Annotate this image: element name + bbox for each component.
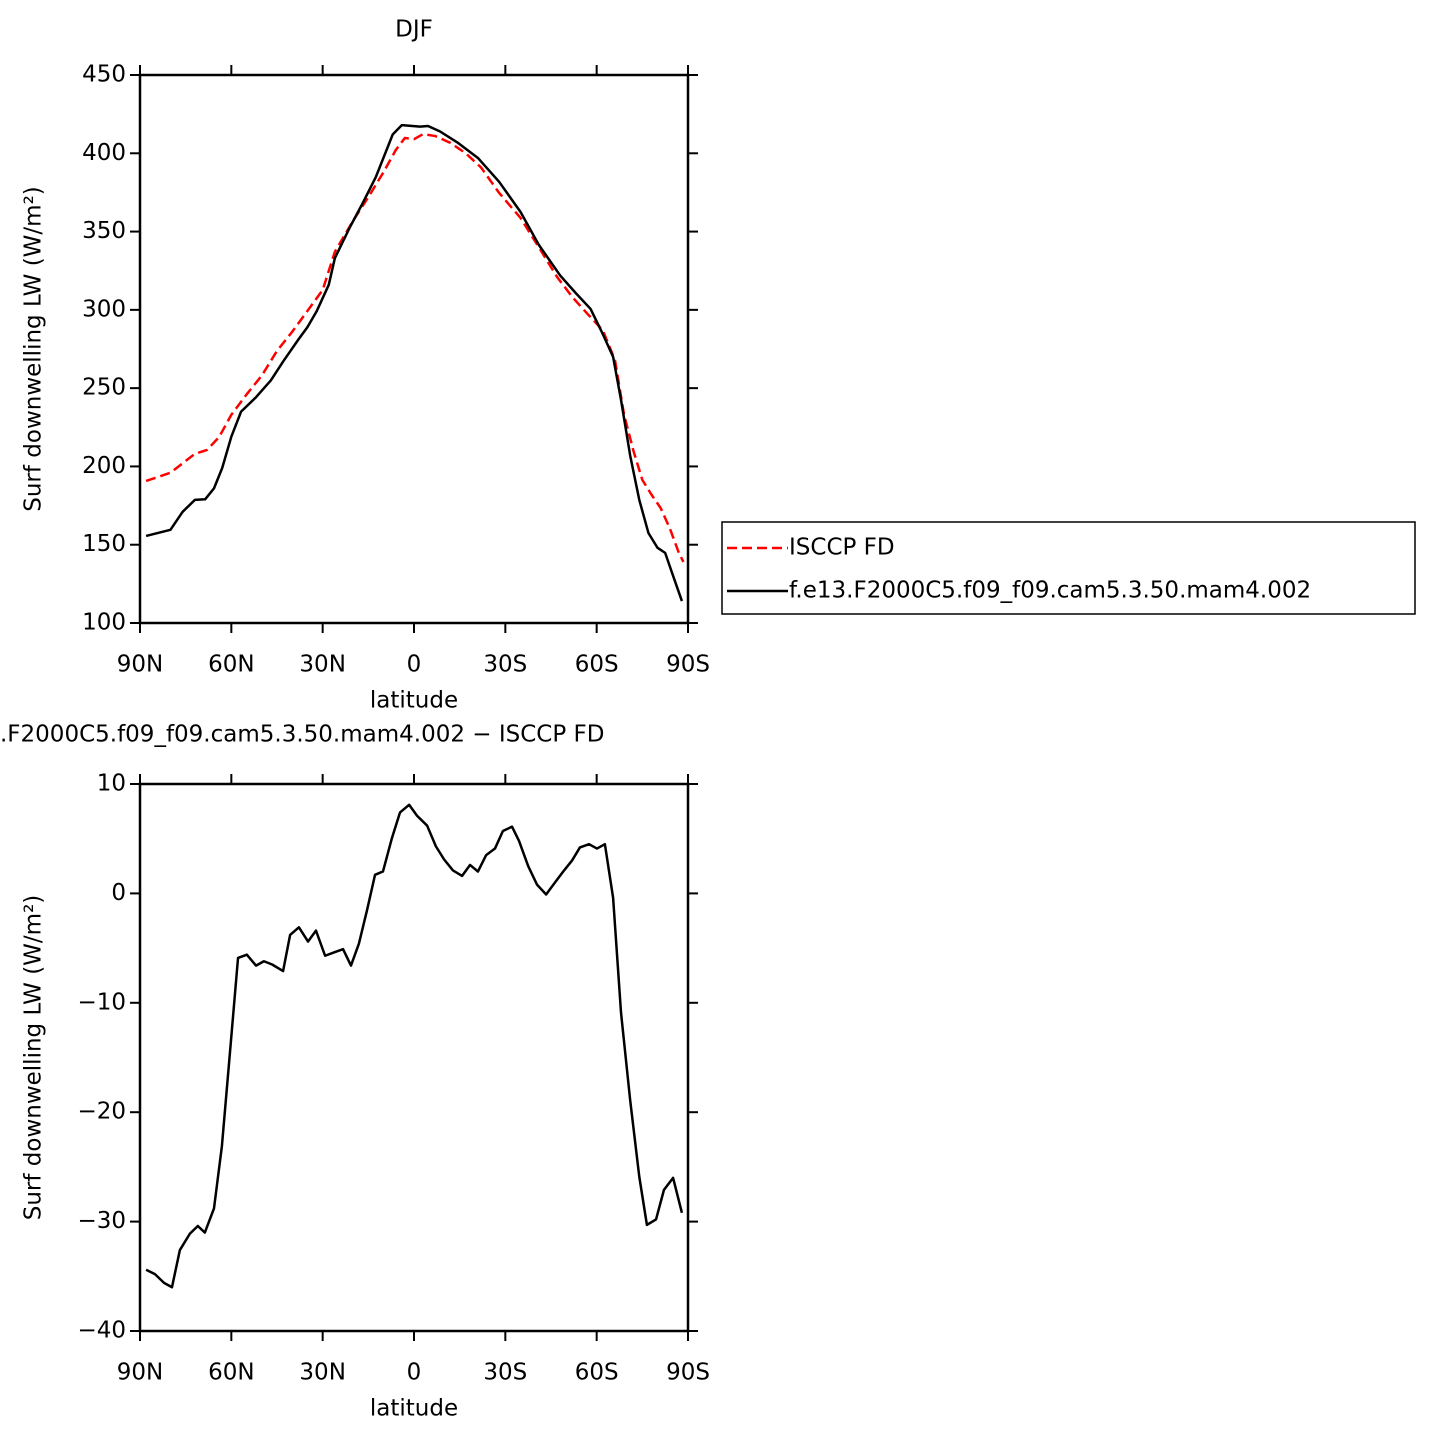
data-line [145,803,684,1289]
x-tick-label: 60N [208,1360,254,1386]
x-tick-label: 30S [483,1360,527,1386]
plot-frame [138,782,690,1333]
chart-title: DJF [395,17,433,43]
y-tick-label: 10 [97,771,126,797]
x-tick-label: 0 [407,1360,422,1386]
y-tick-label: 400 [82,140,126,166]
y-tick-label: 100 [82,610,126,636]
y-tick-label: 450 [82,62,126,88]
data-line [145,132,685,563]
x-tick-label: 30N [299,652,345,678]
y-tick-label: 150 [82,531,126,557]
x-tick-label: 30N [299,1360,345,1386]
x-axis-label: latitude [370,1396,458,1422]
x-tick-label: 90S [666,652,710,678]
legend-label: ISCCP FD [789,535,895,561]
y-tick-label: −40 [77,1318,126,1344]
legend-box [721,521,1416,615]
y-tick-label: 250 [82,375,126,401]
x-tick-label: 90S [666,1360,710,1386]
y-tick-label: −30 [77,1208,126,1234]
chart-title: .F2000C5.f09_f09.cam5.3.50.mam4.002 − IS… [0,722,605,748]
y-axis-label: Surf downwelling LW (W/m²) [21,186,47,512]
x-tick-label: 90N [117,652,163,678]
y-tick-label: 300 [82,296,126,322]
x-tick-label: 30S [483,652,527,678]
y-tick-label: 350 [82,218,126,244]
y-axis-label: Surf downwelling LW (W/m²) [21,895,47,1221]
x-tick-label: 60S [575,1360,619,1386]
x-tick-label: 0 [407,652,422,678]
x-axis-label: latitude [370,688,458,714]
x-tick-label: 60S [575,652,619,678]
x-tick-label: 90N [117,1360,163,1386]
y-tick-label: −20 [77,1099,126,1125]
x-tick-label: 60N [208,652,254,678]
data-line [145,123,684,602]
plot-frame [138,73,690,625]
y-tick-label: 200 [82,453,126,479]
legend-label: f.e13.F2000C5.f09_f09.cam5.3.50.mam4.002 [789,578,1311,604]
y-tick-label: 0 [111,880,126,906]
y-tick-label: −10 [77,989,126,1015]
